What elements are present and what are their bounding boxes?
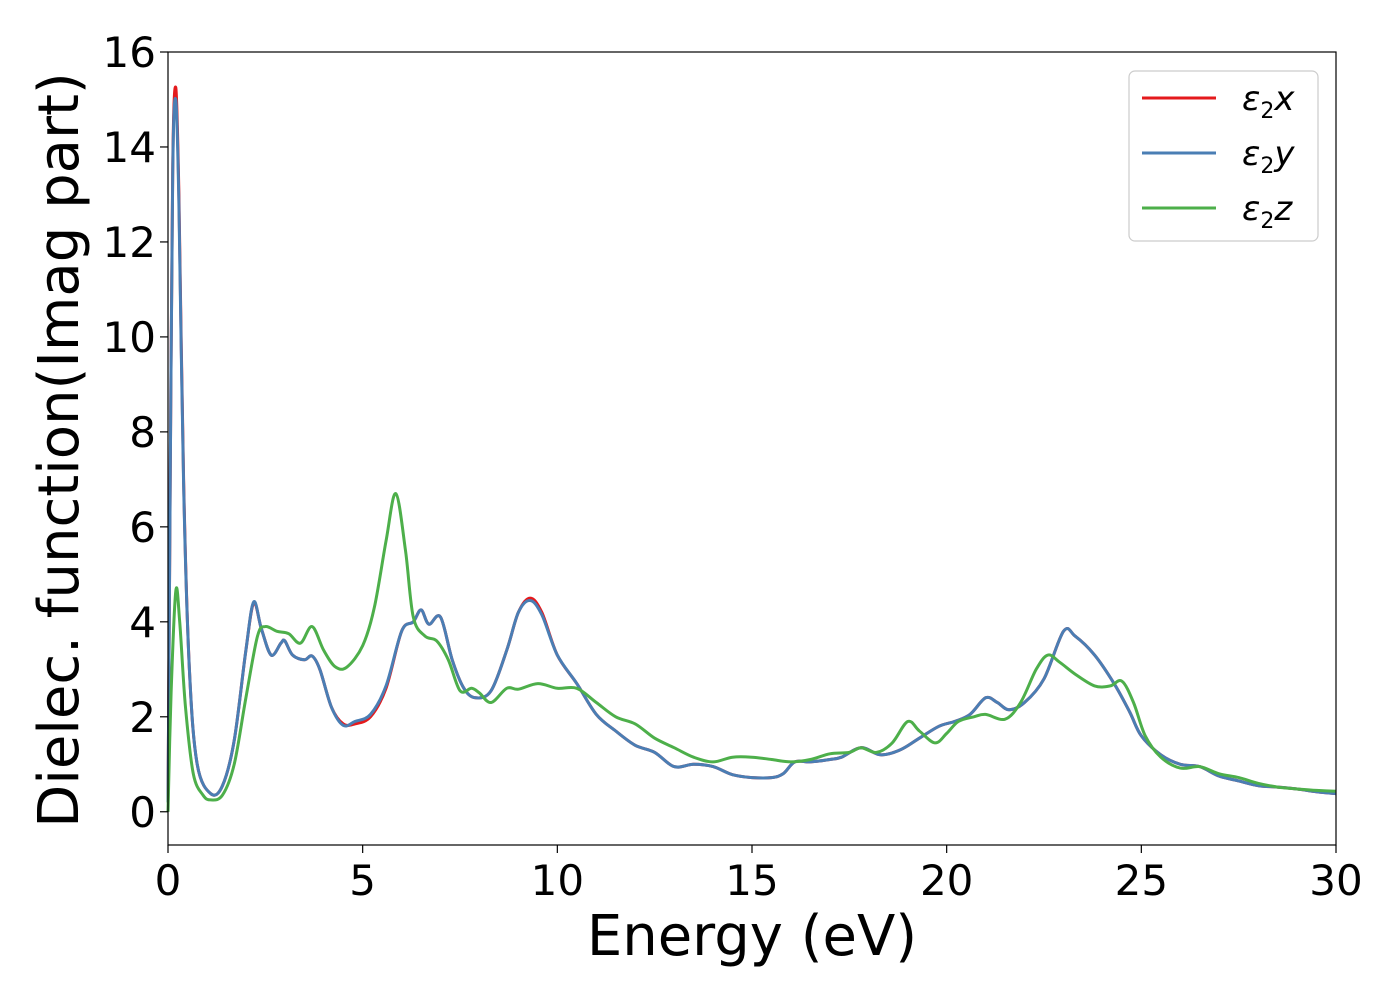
y-tick-label: 10 <box>103 313 156 362</box>
y-tick-label: 2 <box>129 693 156 742</box>
x-tick-label: 20 <box>920 856 973 905</box>
y-tick-label: 14 <box>103 123 156 172</box>
x-tick-label: 5 <box>349 856 376 905</box>
x-tick-label: 0 <box>155 856 182 905</box>
legend: ε2x ε2y ε2z <box>1128 70 1319 242</box>
legend-label-2: ε2y <box>1242 134 1295 179</box>
x-axis-label: Energy (eV) <box>587 904 917 969</box>
series-line-2 <box>166 97 1337 803</box>
series-layer <box>166 85 1337 812</box>
y-axis-label: Dielec. function(Imag part) <box>27 72 92 828</box>
legend-label-1: ε2x <box>1242 79 1295 124</box>
y-tick-label: 8 <box>129 408 156 457</box>
x-axis-ticks: 0 5 10 15 20 25 30 <box>155 845 1363 905</box>
y-tick-label: 0 <box>129 788 156 837</box>
x-tick-label: 10 <box>531 856 584 905</box>
y-tick-label: 16 <box>103 28 156 77</box>
legend-label-3: ε2z <box>1242 189 1293 234</box>
legend-box <box>1128 70 1319 242</box>
x-tick-label: 30 <box>1309 856 1362 905</box>
series-line-3 <box>166 492 1337 812</box>
y-tick-label: 6 <box>129 503 156 552</box>
x-tick-label: 25 <box>1115 856 1168 905</box>
x-tick-label: 15 <box>725 856 778 905</box>
y-tick-label: 12 <box>103 218 156 267</box>
y-tick-label: 4 <box>129 598 156 647</box>
y-axis-ticks: 0 2 4 6 8 10 12 14 16 <box>103 28 168 837</box>
